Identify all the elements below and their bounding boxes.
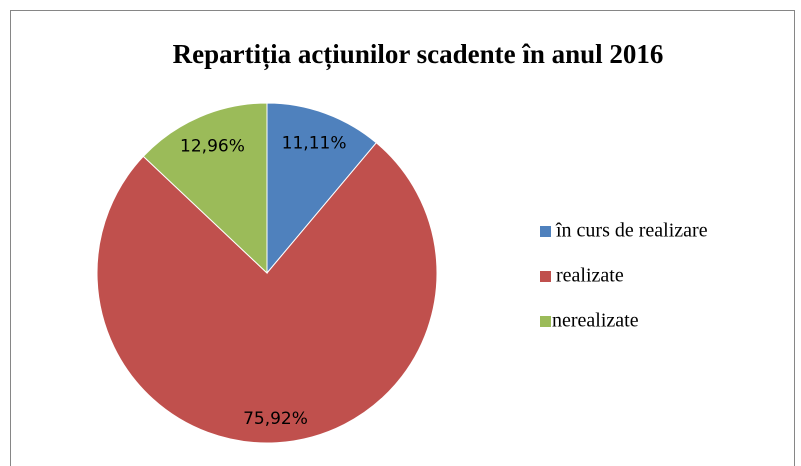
legend-label: nerealizate [552,310,639,332]
chart-title: Repartiția acțiunilor scadente în anul 2… [173,39,664,70]
data-label: 11,11% [282,134,347,154]
legend-label: în curs de realizare [555,220,708,242]
pie-slice [142,102,268,275]
chart-frame [10,10,795,466]
legend-swatch [540,226,551,237]
pie-slice [266,102,377,275]
data-label: 12,96% [180,137,245,157]
legend-swatch [540,316,551,327]
legend-swatch [540,271,551,282]
data-label: 75,92% [243,409,308,429]
legend-label: realizate [556,265,624,287]
pie-slice [96,142,438,444]
